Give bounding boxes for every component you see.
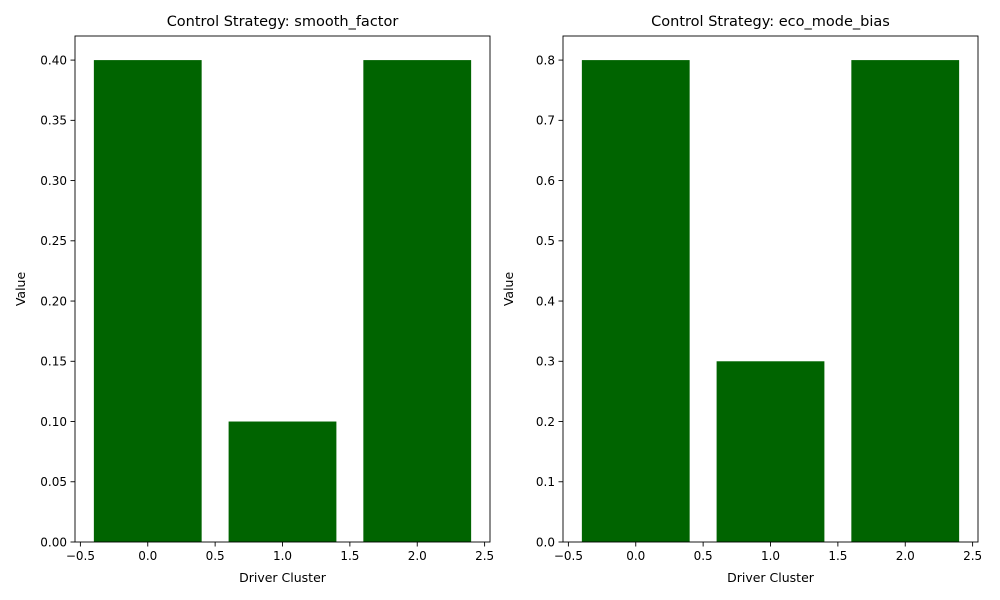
x-axis-label: Driver Cluster xyxy=(239,570,327,585)
x-tick-label: 2.0 xyxy=(896,549,915,563)
bar xyxy=(851,60,960,542)
y-tick-label: 0.20 xyxy=(40,294,67,308)
chart-title: Control Strategy: smooth_factor xyxy=(167,14,399,30)
x-tick-label: −0.5 xyxy=(554,549,583,563)
x-tick-label: 1.0 xyxy=(273,549,292,563)
y-tick-label: 0.6 xyxy=(536,174,555,188)
y-tick-label: 0.4 xyxy=(536,294,555,308)
bar xyxy=(228,421,337,542)
y-tick-label: 0.25 xyxy=(40,234,67,248)
y-tick-label: 0.5 xyxy=(536,234,555,248)
y-tick-label: 0.2 xyxy=(536,415,555,429)
y-tick-label: 0.8 xyxy=(536,53,555,67)
y-tick-label: 0.7 xyxy=(536,114,555,128)
y-tick-label: 0.0 xyxy=(536,535,555,549)
y-tick-label: 0.00 xyxy=(40,535,67,549)
x-tick-label: 2.0 xyxy=(408,549,427,563)
x-tick-label: 2.5 xyxy=(475,549,494,563)
x-tick-label: 0.5 xyxy=(694,549,713,563)
y-tick-label: 0.40 xyxy=(40,53,67,67)
x-tick-label: 1.5 xyxy=(828,549,847,563)
y-tick-label: 0.3 xyxy=(536,355,555,369)
chart-panel-1: −0.5 0.0 0.5 1.0 1.5 2.0 2.5 0.00 0.05 0.10 0.15 0.… xyxy=(13,14,494,585)
y-tick-label: 0.10 xyxy=(40,415,67,429)
x-tick-label: 1.0 xyxy=(761,549,780,563)
x-tick-label: 0.0 xyxy=(626,549,645,563)
chart-panel-2: −0.5 0.0 0.5 1.0 1.5 2.0 2.50.00.10.20.30.40.5… xyxy=(501,14,982,585)
y-tick-label: 0.1 xyxy=(536,475,555,489)
y-tick-label: 0.05 xyxy=(40,475,67,489)
x-tick-label: 1.5 xyxy=(340,549,359,563)
y-tick-label: 0.35 xyxy=(40,114,67,128)
x-axis-label: Driver Cluster xyxy=(727,570,815,585)
y-tick-label: 0.30 xyxy=(40,174,67,188)
x-tick-label: 0.0 xyxy=(138,549,157,563)
y-tick-label: 0.15 xyxy=(40,355,67,369)
x-tick-label: 2.5 xyxy=(963,549,982,563)
y-axis-label: Value xyxy=(13,272,28,307)
bar xyxy=(581,60,690,542)
bar xyxy=(363,60,472,542)
chart-title: Control Strategy: eco_mode_bias xyxy=(651,14,890,30)
bar xyxy=(716,361,825,542)
x-tick-label: −0.5 xyxy=(66,549,95,563)
y-axis-label: Value xyxy=(501,272,516,307)
bar xyxy=(93,60,202,542)
x-tick-label: 0.5 xyxy=(206,549,225,563)
